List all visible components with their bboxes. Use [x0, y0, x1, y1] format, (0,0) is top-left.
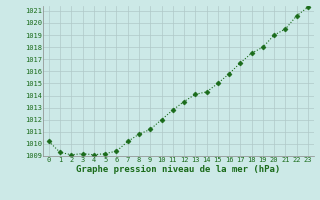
- X-axis label: Graphe pression niveau de la mer (hPa): Graphe pression niveau de la mer (hPa): [76, 165, 281, 174]
